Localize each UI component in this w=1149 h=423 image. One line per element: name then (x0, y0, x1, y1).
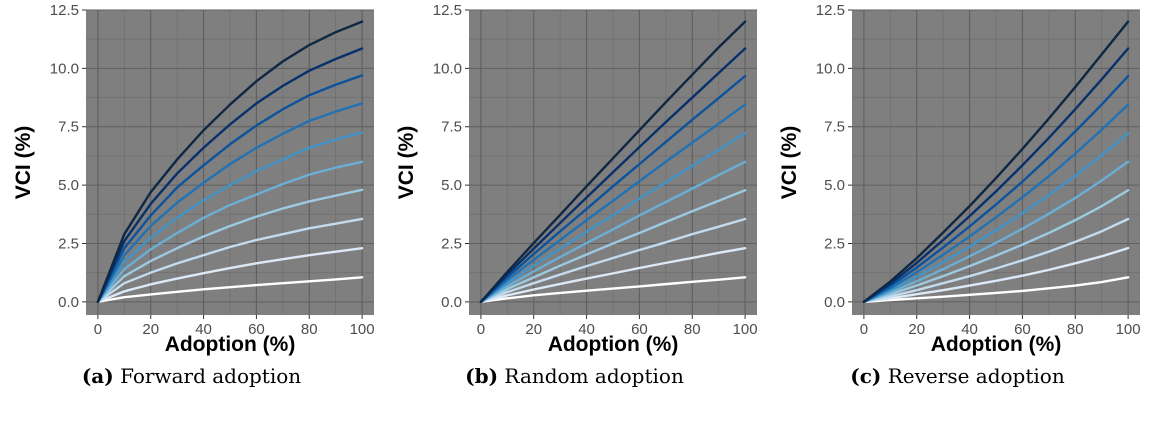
series-line-2 (862, 246, 1130, 304)
panel-random-adoption: 0 20 40 60 80 100 0.0 2.5 5.0 7.5 10.0 12.5 Adoption… (383, 0, 766, 423)
chart-forward-adoption: 0 20 40 60 80 100 0.0 2.5 5.0 7.5 10.0 12.5 Adoption… (12, 2, 375, 356)
series-line-1 (96, 276, 364, 304)
y-tick-label: 5.0 (441, 177, 462, 194)
caption-reverse-adoption: (c) Reverse adoption (766, 364, 1149, 388)
series-lines (96, 20, 364, 304)
y-tick-label: 0.0 (824, 294, 845, 311)
series-line-9 (96, 47, 364, 304)
y-tick-label: 12.5 (816, 2, 845, 19)
series-line-6 (862, 132, 1130, 304)
y-tick-label: 10.0 (433, 60, 462, 77)
series-line-5 (479, 160, 747, 304)
chart-reverse-adoption: 0 20 40 60 80 100 0.0 2.5 5.0 7.5 10.0 12.5 Adoption… (778, 2, 1141, 356)
y-tick-label: 0.0 (58, 294, 79, 311)
series-line-4 (479, 189, 747, 304)
y-tick-label: 2.5 (824, 235, 845, 252)
gridlines (852, 9, 1140, 315)
x-tick-label: 60 (248, 321, 265, 338)
series-lines (862, 20, 1130, 304)
y-tick-label: 7.5 (824, 119, 845, 136)
caption-random-adoption: (b) Random adoption (383, 364, 766, 388)
y-tick-label: 12.5 (50, 2, 79, 19)
series-line-7 (862, 103, 1130, 304)
series-line-2 (479, 246, 747, 304)
series-line-8 (479, 74, 747, 304)
y-tick-label: 10.0 (816, 60, 845, 77)
series-line-4 (862, 189, 1130, 304)
caption-text: Forward adoption (120, 364, 302, 388)
y-tick-label: 10.0 (50, 60, 79, 77)
x-tick-label: 60 (631, 321, 648, 338)
series-line-7 (479, 103, 747, 304)
caption-forward-adoption: (a) Forward adoption (0, 364, 383, 388)
series-line-10 (479, 20, 747, 304)
series-line-7 (96, 102, 364, 304)
series-line-1 (862, 276, 1130, 304)
x-tick-label: 0 (477, 321, 485, 338)
series-line-3 (96, 217, 364, 304)
series-line-3 (479, 217, 747, 304)
series-line-1 (479, 276, 747, 304)
series-line-6 (479, 132, 747, 304)
x-tick-label: 80 (301, 321, 318, 338)
caption-letter: (a) (81, 364, 114, 388)
series-lines (479, 20, 747, 304)
x-tick-label: 60 (1014, 321, 1031, 338)
caption-text: Random adoption (504, 364, 684, 388)
series-line-8 (862, 74, 1130, 304)
series-line-10 (96, 20, 364, 304)
x-tick-label: 100 (1116, 321, 1141, 338)
series-line-5 (862, 160, 1130, 304)
series-line-4 (96, 188, 364, 304)
x-tick-label: 40 (195, 321, 212, 338)
x-tick-label: 100 (733, 321, 758, 338)
axes: 0 20 40 60 80 100 0.0 2.5 5.0 7.5 10.0 12.5 (433, 2, 758, 338)
y-tick-label: 7.5 (441, 119, 462, 136)
chart-random-adoption: 0 20 40 60 80 100 0.0 2.5 5.0 7.5 10.0 12.5 Adoption… (395, 2, 758, 356)
panel-forward-adoption: 0 20 40 60 80 100 0.0 2.5 5.0 7.5 10.0 12.5 Adoption… (0, 0, 383, 423)
y-tick-label: 0.0 (441, 294, 462, 311)
series-line-9 (479, 47, 747, 304)
x-axis-title: Adoption (%) (931, 333, 1062, 356)
caption-letter: (c) (850, 364, 882, 388)
y-tick-label: 5.0 (58, 177, 79, 194)
axes: 0 20 40 60 80 100 0.0 2.5 5.0 7.5 10.0 12.5 (816, 2, 1141, 338)
y-tick-label: 5.0 (824, 177, 845, 194)
y-tick-label: 2.5 (58, 235, 79, 252)
x-tick-label: 40 (578, 321, 595, 338)
x-tick-label: 40 (961, 321, 978, 338)
x-axis-title: Adoption (%) (165, 333, 296, 356)
series-line-9 (862, 47, 1130, 304)
x-tick-label: 20 (142, 321, 159, 338)
series-line-6 (96, 131, 364, 304)
x-axis-title: Adoption (%) (548, 333, 679, 356)
x-tick-label: 0 (860, 321, 868, 338)
series-line-5 (96, 160, 364, 304)
x-tick-label: 20 (525, 321, 542, 338)
y-axis-title: VCI (%) (12, 126, 35, 200)
x-tick-label: 80 (684, 321, 701, 338)
x-tick-label: 20 (908, 321, 925, 338)
y-axis-title: VCI (%) (395, 126, 418, 200)
y-tick-label: 12.5 (433, 2, 462, 19)
y-axis-title: VCI (%) (778, 126, 801, 200)
axes: 0 20 40 60 80 100 0.0 2.5 5.0 7.5 10.0 12.5 (50, 2, 375, 338)
series-line-3 (862, 217, 1130, 304)
x-tick-label: 100 (350, 321, 375, 338)
panel-reverse-adoption: 0 20 40 60 80 100 0.0 2.5 5.0 7.5 10.0 12.5 Adoption… (766, 0, 1149, 423)
y-tick-label: 7.5 (58, 119, 79, 136)
x-tick-label: 0 (94, 321, 102, 338)
series-line-2 (96, 246, 364, 304)
series-line-10 (862, 20, 1130, 304)
caption-letter: (b) (465, 364, 499, 388)
gridlines (86, 9, 374, 315)
caption-text: Reverse adoption (887, 364, 1065, 388)
series-line-8 (96, 74, 364, 304)
x-tick-label: 80 (1067, 321, 1084, 338)
y-tick-label: 2.5 (441, 235, 462, 252)
